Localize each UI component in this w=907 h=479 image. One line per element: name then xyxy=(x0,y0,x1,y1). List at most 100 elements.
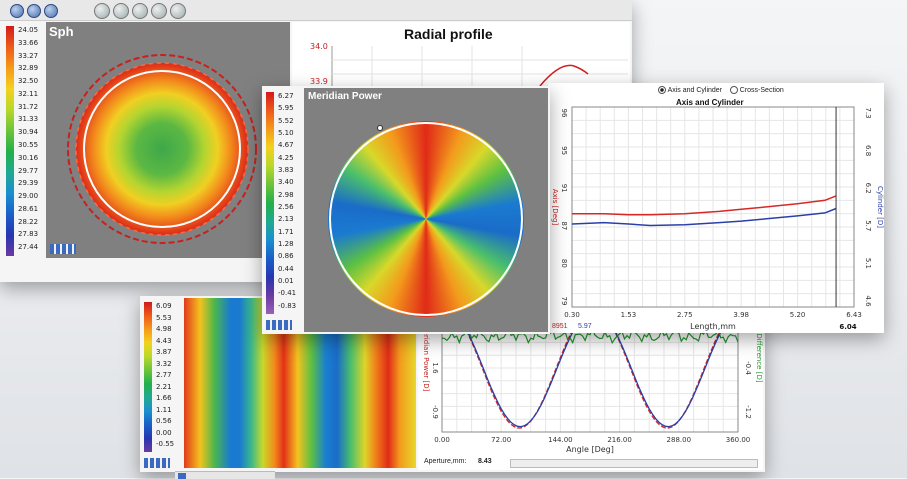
left-tick-label: 79 xyxy=(560,297,568,306)
x-readout: 6.04 xyxy=(839,323,856,331)
sph-label: Sph xyxy=(49,24,74,39)
right-tick-label: -1.2 xyxy=(744,405,752,419)
meridian-display-settings-icon[interactable] xyxy=(266,320,292,330)
scale-label: 33.27 xyxy=(18,51,39,60)
x-tick-label: 5.20 xyxy=(790,311,806,319)
right-tick-label: 4.6 xyxy=(864,295,872,307)
display-settings-icon[interactable] xyxy=(50,244,76,254)
scale-label: 0.86 xyxy=(278,252,294,261)
scale-label: 31.33 xyxy=(18,115,39,124)
scale-label: 2.21 xyxy=(156,382,172,391)
scale-label: 28.22 xyxy=(18,217,39,226)
sph-color-scale: 24.05 33.66 33.27 32.89 32.50 32.11 31.72 31.33… xyxy=(6,26,46,256)
scale-label: 1.71 xyxy=(278,227,294,236)
scale-label: 3.32 xyxy=(156,359,172,368)
scale-label: 6.27 xyxy=(278,92,294,100)
scale-label: 6.09 xyxy=(156,302,172,310)
x-tick-label: 0.00 xyxy=(434,436,450,444)
scale-label: 3.87 xyxy=(156,348,172,357)
zoom-in-icon[interactable] xyxy=(44,4,58,18)
toolbar xyxy=(0,0,632,21)
scale-label: 4.98 xyxy=(156,325,172,334)
right-tick-label: 5.7 xyxy=(864,220,872,231)
readout-axis: 8951 xyxy=(552,323,568,330)
scale-label: 5.10 xyxy=(278,129,294,137)
scale-label: 2.77 xyxy=(156,371,172,380)
scale-label: 29.00 xyxy=(18,192,39,201)
right-tick-label: 5.1 xyxy=(864,258,872,269)
tool-button-1[interactable] xyxy=(94,3,110,19)
radial-profile-curve xyxy=(539,64,589,87)
left-axis-label: Axis [Deg] xyxy=(551,189,559,226)
scale-label: 3.83 xyxy=(278,166,294,174)
meridian-power-label: Meridian Power xyxy=(308,91,382,102)
radio-cross-label: Cross-Section xyxy=(739,86,784,94)
scale-label: 29.39 xyxy=(18,179,39,188)
scale-label: -0.55 xyxy=(156,440,175,449)
x-tick-label: 72.00 xyxy=(491,436,511,444)
zoom-out-icon[interactable] xyxy=(10,4,24,18)
scale-label: 28.61 xyxy=(18,204,39,213)
marker-handle xyxy=(377,125,383,131)
scale-label: 1.28 xyxy=(278,240,294,248)
radial-profile-title: Radial profile xyxy=(404,26,493,42)
left-tick-label: 80 xyxy=(560,259,568,268)
view-radio-group: Axis and Cylinder Cross-Section xyxy=(658,86,784,94)
x-tick-label: 288.00 xyxy=(667,436,692,444)
radial-ytick-1: 34.0 xyxy=(310,42,328,51)
scale-label: 0.00 xyxy=(156,428,172,437)
radio-axis-label: Axis and Cylinder xyxy=(667,86,723,94)
scale-label: 33.66 xyxy=(18,38,39,47)
axis-cylinder-title: Axis and Cylinder xyxy=(676,98,744,107)
aperture-slider[interactable] xyxy=(510,459,758,468)
scale-label: 27.83 xyxy=(18,230,39,239)
radio-cross-section[interactable] xyxy=(729,86,738,94)
meridian-power-map[interactable]: Meridian Power xyxy=(304,88,548,332)
scale-label: 31.72 xyxy=(18,102,39,111)
left-tick-label: -0.9 xyxy=(431,405,439,419)
tool-button-4[interactable] xyxy=(151,3,167,19)
x-tick-label: 360.00 xyxy=(726,436,751,444)
scale-label: -0.41 xyxy=(278,289,297,298)
scale-label: 30.55 xyxy=(18,141,39,149)
scale-label: 3.40 xyxy=(278,178,294,187)
scale-label: 32.89 xyxy=(18,64,39,73)
tool-button-2[interactable] xyxy=(113,3,129,19)
scale-label: 4.43 xyxy=(156,336,172,345)
app-icon xyxy=(178,473,186,479)
scale-label: 32.11 xyxy=(18,89,39,98)
scale-label: 27.44 xyxy=(18,243,39,252)
meridian-color-scale: 6.27 5.95 5.52 5.10 4.67 4.25 3.83 3.40 2.98 2.56… xyxy=(266,92,306,314)
meridian-power-disc xyxy=(328,121,524,317)
scale-label: 0.44 xyxy=(278,264,294,273)
readout-cylinder: 5.97 xyxy=(578,323,592,330)
scale-label: 32.50 xyxy=(18,77,39,86)
radio-axis-cylinder[interactable] xyxy=(658,86,666,94)
bottom-display-settings-icon[interactable] xyxy=(144,458,170,468)
fit-icon[interactable] xyxy=(27,4,41,18)
radial-ytick-2: 33.9 xyxy=(310,77,328,86)
scale-label: 5.95 xyxy=(278,104,294,113)
scale-label: -0.83 xyxy=(278,301,297,310)
scale-label: 4.25 xyxy=(278,153,294,162)
series-line-1 xyxy=(571,207,837,227)
scale-label: 5.52 xyxy=(278,116,294,125)
scale-label: 1.66 xyxy=(156,394,172,403)
plot-frame xyxy=(571,106,855,308)
left-tick-label: 1.6 xyxy=(431,362,439,374)
x-tick-label: 1.53 xyxy=(621,311,637,319)
x-axis-label: Length,mm xyxy=(690,322,736,331)
right-axis-label: Difference [D] xyxy=(755,333,763,382)
right-tick-label: 7.3 xyxy=(864,107,872,118)
left-tick-label: 91 xyxy=(560,184,568,193)
left-tick-label: 87 xyxy=(560,221,568,230)
taskbar-item[interactable] xyxy=(175,471,275,479)
x-tick-label: 144.00 xyxy=(548,436,573,444)
sph-map[interactable]: Sph xyxy=(46,22,290,258)
tool-button-3[interactable] xyxy=(132,3,148,19)
tool-button-5[interactable] xyxy=(170,3,186,19)
scale-label: 2.98 xyxy=(278,190,294,199)
aperture-label: Aperture,mm: xyxy=(424,458,467,465)
scale-label: 5.53 xyxy=(156,313,172,322)
x-tick-label: 0.30 xyxy=(564,311,580,319)
